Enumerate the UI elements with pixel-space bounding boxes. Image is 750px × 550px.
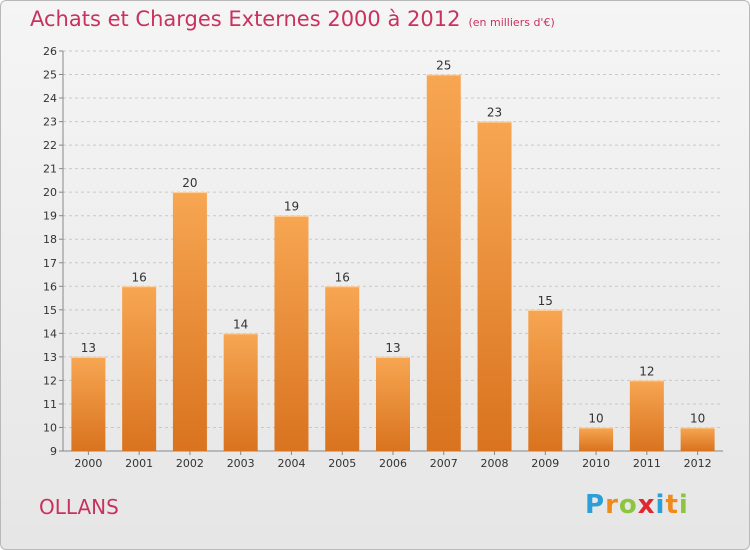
- x-tick-label: 2004: [277, 457, 305, 470]
- bar-group: 25: [426, 59, 461, 451]
- bar: [325, 286, 360, 451]
- bar: [71, 356, 106, 451]
- place-name: OLLANS: [39, 495, 119, 519]
- bar-group: 13: [376, 341, 410, 451]
- bar-group: 19: [274, 200, 309, 451]
- chart-subtitle: (en milliers d'€): [468, 16, 555, 29]
- bar: [477, 121, 512, 452]
- y-tick-label: 17: [43, 257, 57, 270]
- bar-group: 12: [629, 364, 664, 451]
- y-tick-label: 15: [43, 304, 57, 317]
- y-tick-label: 23: [43, 116, 57, 129]
- bar-group: 13: [71, 341, 106, 451]
- y-tick-label: 13: [43, 351, 57, 364]
- x-tick-label: 2002: [176, 457, 204, 470]
- bar-group: 14: [223, 317, 258, 451]
- data-label: 10: [588, 411, 603, 425]
- data-label: 13: [385, 341, 400, 355]
- y-tick-label: 26: [43, 45, 57, 58]
- bar-group: 10: [579, 411, 614, 451]
- chart-title-text: Achats et Charges Externes 2000 à 2012: [30, 7, 461, 31]
- bar-group: 20: [172, 176, 207, 452]
- x-tick-label: 2008: [481, 457, 509, 470]
- bar: [579, 427, 614, 451]
- x-tick-label: 2006: [379, 457, 407, 470]
- logo-letter: t: [665, 490, 679, 520]
- y-tick-label: 25: [43, 69, 57, 82]
- bar-group: 23: [477, 106, 512, 452]
- logo-letter: o: [618, 490, 638, 520]
- data-label: 13: [81, 341, 96, 355]
- y-tick-label: 10: [43, 421, 57, 434]
- proxiti-logo: Proxiti: [585, 490, 689, 520]
- logo-letter: i: [655, 490, 666, 520]
- x-tick-label: 2001: [125, 457, 153, 470]
- bar: [122, 286, 157, 451]
- data-label: 16: [132, 270, 147, 284]
- x-tick-label: 2007: [430, 457, 458, 470]
- x-tick-label: 2012: [684, 457, 712, 470]
- y-tick-label: 12: [43, 374, 57, 387]
- bar: [172, 192, 207, 452]
- bar: [426, 74, 461, 451]
- y-tick-label: 9: [50, 445, 57, 458]
- bar-group: 16: [325, 270, 360, 451]
- data-label: 20: [182, 176, 197, 190]
- y-tick-label: 22: [43, 139, 57, 152]
- chart-title: Achats et Charges Externes 2000 à 2012 (e…: [30, 7, 555, 31]
- data-label: 16: [335, 270, 350, 284]
- y-tick-label: 24: [43, 92, 57, 105]
- bar-group: 10: [680, 411, 715, 451]
- x-tick-label: 2009: [531, 457, 559, 470]
- x-tick-label: 2000: [74, 457, 102, 470]
- data-label: 15: [538, 294, 553, 308]
- y-tick-label: 16: [43, 280, 57, 293]
- logo-letter: P: [585, 490, 606, 520]
- bar: [528, 309, 563, 451]
- y-tick-label: 20: [43, 186, 57, 199]
- x-tick-label: 2010: [582, 457, 610, 470]
- bar-group: 15: [528, 294, 563, 451]
- logo-letter: i: [678, 490, 689, 520]
- bar: [680, 427, 715, 451]
- y-tick-label: 18: [43, 233, 57, 246]
- data-label: 23: [487, 106, 502, 120]
- bar: [376, 356, 410, 451]
- y-tick-label: 14: [43, 327, 57, 340]
- data-label: 25: [436, 59, 451, 73]
- bar-group: 16: [122, 270, 157, 451]
- x-tick-label: 2005: [328, 457, 356, 470]
- data-label: 19: [284, 200, 299, 214]
- data-label: 10: [690, 411, 705, 425]
- x-tick-label: 2011: [633, 457, 661, 470]
- y-tick-label: 21: [43, 163, 57, 176]
- x-tick-label: 2003: [227, 457, 255, 470]
- y-tick-label: 11: [43, 398, 57, 411]
- logo-letter: x: [637, 490, 656, 520]
- y-tick-label: 19: [43, 210, 57, 223]
- data-label: 14: [233, 317, 248, 331]
- bar: [223, 333, 258, 451]
- bar: [629, 380, 664, 451]
- logo-letter: r: [605, 490, 619, 520]
- bar: [274, 215, 309, 451]
- data-label: 12: [639, 364, 654, 378]
